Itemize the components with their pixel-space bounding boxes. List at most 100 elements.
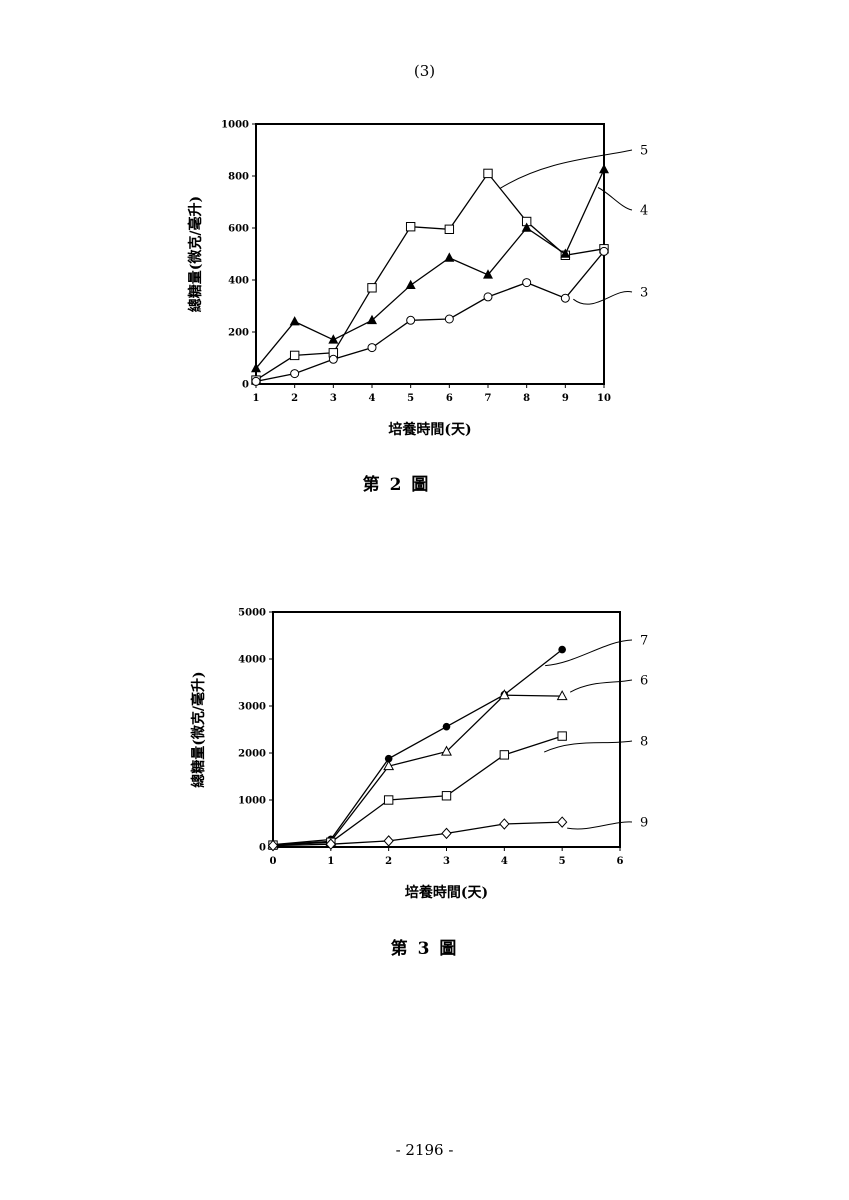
data-point	[483, 269, 493, 279]
callout-leader	[569, 679, 633, 693]
y-tick-label: 400	[228, 276, 249, 287]
series-line	[272, 821, 563, 847]
callout-leader	[573, 291, 633, 305]
data-point	[522, 278, 532, 288]
series-line	[255, 169, 605, 369]
series-label: 8	[640, 735, 648, 750]
series-label: 3	[640, 286, 648, 301]
series-4: 4	[251, 164, 648, 373]
callout-leader	[499, 149, 633, 189]
data-point	[560, 248, 571, 258]
y-tick-label: 600	[228, 224, 249, 235]
data-point	[521, 222, 532, 232]
series-line	[255, 250, 605, 383]
series-line	[255, 172, 605, 381]
y-tick-label: 200	[228, 328, 249, 339]
x-tick-label: 5	[407, 393, 414, 404]
data-point	[599, 246, 609, 256]
series-label: 5	[640, 144, 648, 159]
y-tick-label: 800	[228, 172, 249, 183]
callout-leader	[567, 821, 633, 830]
series-line	[272, 735, 563, 846]
data-point	[499, 750, 510, 760]
data-point	[556, 816, 568, 828]
x-tick-label: 2	[385, 856, 392, 867]
x-tick-label: 3	[330, 393, 337, 404]
data-point	[367, 314, 377, 325]
y-tick-label: 0	[242, 380, 249, 391]
data-point	[442, 722, 451, 731]
data-point	[251, 376, 261, 386]
series-label: 6	[640, 674, 648, 689]
x-tick-label: 9	[562, 393, 569, 404]
x-tick-label: 5	[559, 856, 566, 867]
x-tick-label: 4	[501, 856, 508, 867]
data-point	[383, 835, 394, 847]
series-7: 7	[269, 634, 648, 849]
series-line	[272, 694, 563, 846]
data-point	[289, 350, 300, 361]
x-tick-label: 2	[291, 393, 298, 404]
y-tick-label: 4000	[238, 655, 266, 666]
page-number-footer: - 2196 -	[395, 1141, 454, 1159]
data-point	[251, 362, 261, 373]
figure-3-caption: 第 3 圖	[390, 939, 459, 959]
y-tick-label: 3000	[238, 702, 266, 713]
x-tick-label: 6	[617, 856, 624, 867]
x-tick-label: 1	[253, 393, 260, 404]
data-point	[483, 168, 493, 179]
data-point	[267, 839, 279, 852]
series-label: 7	[640, 634, 648, 649]
data-point	[441, 745, 452, 756]
data-point	[405, 279, 416, 289]
x-tick-label: 3	[443, 856, 450, 867]
x-tick-label: 4	[369, 393, 376, 404]
data-point	[289, 316, 300, 326]
callout-leader	[543, 740, 633, 753]
data-point	[441, 827, 452, 840]
x-tick-label: 6	[446, 393, 453, 404]
data-point	[328, 354, 338, 364]
data-point	[558, 645, 566, 654]
data-point	[383, 795, 394, 805]
data-point	[499, 818, 510, 830]
figure-2-caption: 第 2 圖	[362, 475, 431, 495]
series-8: 8	[268, 731, 648, 850]
data-point	[557, 731, 567, 741]
x-tick-label: 1	[327, 856, 334, 867]
data-point	[367, 343, 377, 353]
data-point	[560, 293, 570, 303]
data-point	[444, 252, 455, 262]
y-tick-label: 0	[259, 843, 266, 854]
series-label: 4	[640, 204, 648, 219]
data-point	[556, 690, 568, 701]
figure-2-line-chart: 0 200 400 600 800 1000 1 2 3 4 5 6 7 8 9 10 培養時間(天) 總糖量(微…	[187, 120, 648, 439]
data-point	[498, 689, 510, 700]
data-point	[325, 838, 337, 850]
callout-leader	[597, 187, 633, 211]
data-point	[290, 369, 300, 379]
data-point	[406, 315, 416, 325]
series-9: 9	[267, 816, 648, 852]
callout-leader	[545, 639, 633, 667]
data-point	[383, 760, 395, 771]
x-tick-label: 10	[597, 393, 611, 404]
x-tick-label: 0	[270, 856, 277, 867]
series-3: 3	[251, 246, 648, 386]
y-tick-label: 2000	[238, 749, 266, 760]
x-axis-label: 培養時間(天)	[405, 884, 488, 901]
data-point	[405, 222, 416, 232]
y-axis-label: 總糖量(微克/毫升)	[187, 196, 204, 312]
data-point	[444, 224, 455, 235]
data-point	[483, 292, 493, 302]
data-point	[444, 314, 454, 324]
series-6: 6	[267, 674, 648, 849]
y-tick-label: 1000	[238, 796, 266, 807]
x-tick-label: 8	[523, 393, 530, 404]
y-tick-label: 1000	[221, 120, 249, 131]
series-line	[272, 649, 563, 846]
figure-3-line-chart: 0 1000 2000 3000 4000 5000 0 1 2 3 4 5 6 培養時間(天) 總糖量(微…	[190, 608, 648, 902]
y-axis-label: 總糖量(微克/毫升)	[190, 671, 207, 787]
data-point	[599, 164, 609, 174]
y-tick-label: 5000	[238, 608, 266, 619]
